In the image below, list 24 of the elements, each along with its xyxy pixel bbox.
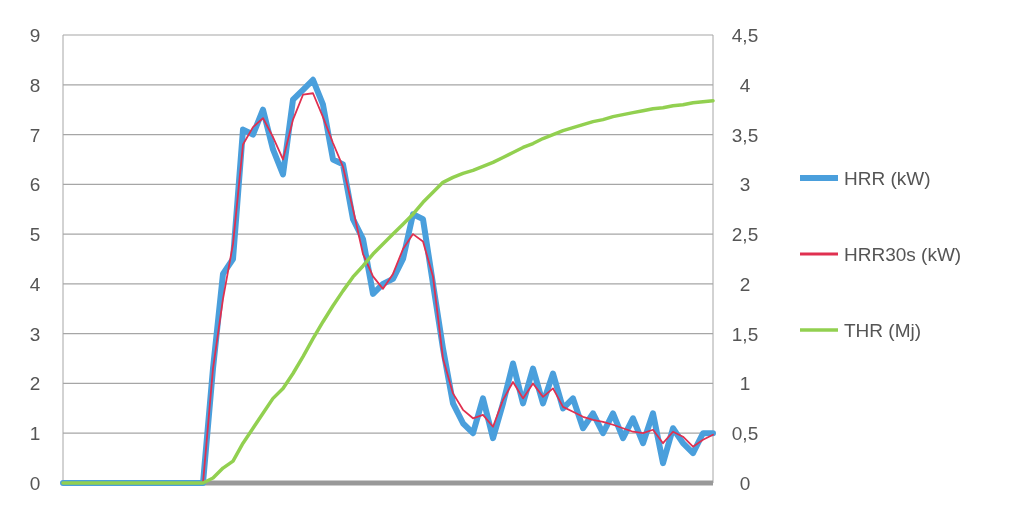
y-tick-label: 5 xyxy=(29,224,41,246)
y2-tick-label: 2,5 xyxy=(731,224,759,246)
y2-tick-label: 0 xyxy=(739,473,751,494)
y2-tick-label: 1 xyxy=(739,373,751,395)
y2-tick-label: 4,5 xyxy=(731,25,759,46)
y2-tick-label: 1,5 xyxy=(731,323,759,345)
y-tick-label: 2 xyxy=(29,373,41,395)
y2-tick-label: 0,5 xyxy=(731,423,759,445)
y-tick-label: 9 xyxy=(29,25,41,46)
y2-tick-label: 3 xyxy=(739,174,751,196)
y2-tick-label: 4 xyxy=(739,74,751,96)
y-tick-label: 4 xyxy=(29,273,41,295)
legend-label: HRR30s (kW) xyxy=(844,244,962,265)
y-tick-label: 6 xyxy=(29,174,41,196)
y2-tick-label: 2 xyxy=(739,273,751,295)
y-tick-label: 0 xyxy=(29,473,41,494)
legend-label: THR (Mj) xyxy=(844,320,922,341)
y-tick-label: 8 xyxy=(29,74,41,96)
y-tick-label: 7 xyxy=(29,124,41,146)
y2-tick-label: 3,5 xyxy=(731,124,759,146)
y-tick-label: 3 xyxy=(29,323,41,345)
y-tick-label: 1 xyxy=(29,423,41,445)
line-series xyxy=(202,92,714,484)
legend-label: HRR (kW) xyxy=(844,168,931,189)
